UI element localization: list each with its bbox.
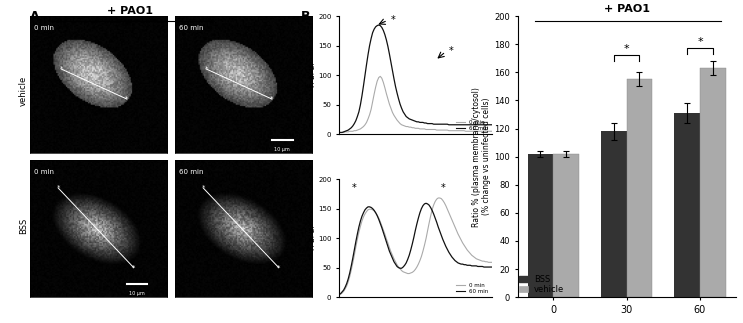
Text: *: * bbox=[697, 37, 703, 47]
Legend: BSS, vehicle: BSS, vehicle bbox=[518, 273, 566, 296]
Title: + PAO1: + PAO1 bbox=[603, 4, 649, 14]
Bar bbox=[626, 79, 652, 297]
Text: 60 min: 60 min bbox=[179, 169, 204, 175]
Text: 60 min: 60 min bbox=[179, 25, 204, 31]
Text: *: * bbox=[352, 183, 357, 193]
Text: 10 μm: 10 μm bbox=[273, 147, 290, 152]
Bar bbox=[700, 68, 726, 297]
Text: *: * bbox=[132, 265, 135, 271]
Text: 0 min: 0 min bbox=[33, 169, 53, 175]
Y-axis label: Ratio % (plasma membrane/cytosol)
(% change vs uninfected cells): Ratio % (plasma membrane/cytosol) (% cha… bbox=[472, 87, 491, 227]
Bar bbox=[554, 154, 579, 297]
Text: B: B bbox=[301, 10, 311, 23]
Text: *: * bbox=[624, 44, 629, 54]
Text: *: * bbox=[277, 265, 281, 271]
Text: *: * bbox=[449, 46, 454, 56]
Text: *: * bbox=[56, 185, 60, 191]
Bar bbox=[675, 113, 700, 297]
Bar bbox=[601, 131, 626, 297]
Text: *: * bbox=[202, 185, 205, 191]
Text: 0 min: 0 min bbox=[33, 25, 53, 31]
Text: BSS: BSS bbox=[19, 218, 28, 234]
Y-axis label: F. a. u.: F. a. u. bbox=[308, 226, 317, 250]
Text: A: A bbox=[30, 10, 39, 23]
Text: *: * bbox=[270, 96, 273, 102]
Text: vehicle: vehicle bbox=[19, 75, 28, 106]
Text: *: * bbox=[441, 183, 445, 193]
Y-axis label: F. a. u.: F. a. u. bbox=[308, 63, 317, 88]
Legend: 0 min, 60 min: 0 min, 60 min bbox=[455, 120, 489, 131]
Text: 10 μm: 10 μm bbox=[129, 291, 144, 296]
Text: *: * bbox=[59, 66, 63, 72]
Text: *: * bbox=[391, 15, 396, 25]
Bar bbox=[528, 154, 554, 297]
Text: *: * bbox=[204, 66, 208, 72]
Text: *: * bbox=[126, 96, 129, 102]
Legend: 0 min, 60 min: 0 min, 60 min bbox=[455, 283, 489, 294]
Text: + PAO1: + PAO1 bbox=[107, 6, 153, 16]
